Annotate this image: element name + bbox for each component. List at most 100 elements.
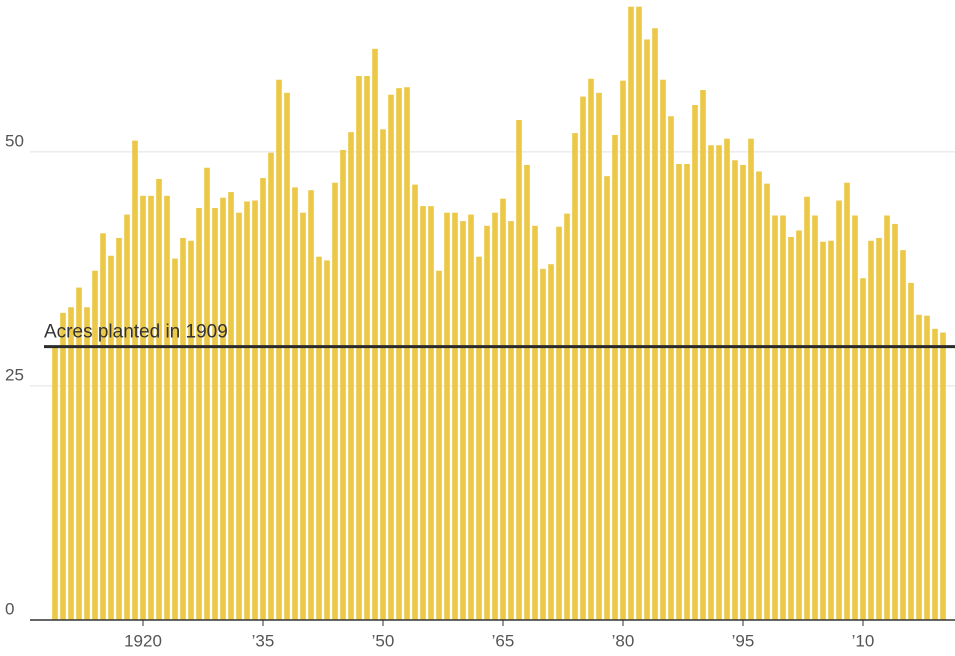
bar xyxy=(556,226,562,620)
bar xyxy=(860,278,866,620)
bar xyxy=(300,212,306,620)
bar xyxy=(180,237,186,621)
bar xyxy=(196,208,202,620)
bar xyxy=(940,332,946,620)
bar xyxy=(436,270,442,620)
bar xyxy=(724,138,730,620)
bar xyxy=(708,145,714,620)
bar xyxy=(60,312,66,620)
bar xyxy=(100,233,106,621)
x-tick-label: ’95 xyxy=(732,631,755,650)
x-tick-label: ’50 xyxy=(372,631,395,650)
bar xyxy=(252,200,258,620)
bar xyxy=(412,184,418,620)
bar xyxy=(548,264,554,620)
x-tick-label: ’80 xyxy=(612,631,635,650)
bar xyxy=(148,195,154,620)
bar xyxy=(876,237,882,621)
bar xyxy=(868,240,874,621)
y-tick-label: 0 xyxy=(5,599,14,618)
bar xyxy=(596,92,602,620)
bar xyxy=(756,171,762,620)
bar xyxy=(404,87,410,620)
bar xyxy=(772,215,778,620)
bar xyxy=(188,240,194,621)
bar xyxy=(620,80,626,621)
bar xyxy=(612,134,618,621)
bar xyxy=(588,78,594,621)
bar xyxy=(764,183,770,620)
bar xyxy=(500,198,506,621)
bar xyxy=(748,138,754,620)
bar xyxy=(692,105,698,620)
bar xyxy=(244,201,250,621)
bar xyxy=(284,92,290,620)
bar xyxy=(652,28,658,620)
bar xyxy=(676,163,682,620)
bar xyxy=(628,6,634,620)
bar xyxy=(228,192,234,620)
bar xyxy=(892,223,898,620)
bar xyxy=(420,206,426,621)
bar xyxy=(76,287,82,620)
bar xyxy=(884,215,890,620)
bar xyxy=(492,212,498,620)
bar xyxy=(452,212,458,620)
bar xyxy=(156,178,162,621)
bar xyxy=(660,79,666,620)
bar xyxy=(468,214,474,620)
bar xyxy=(84,307,90,620)
bar xyxy=(700,90,706,620)
bar xyxy=(324,260,330,620)
bar xyxy=(388,94,394,620)
bar xyxy=(508,221,514,621)
x-tick-label: ’35 xyxy=(252,631,275,650)
bar xyxy=(844,182,850,620)
bar xyxy=(780,215,786,620)
bar xyxy=(292,187,298,620)
bar xyxy=(236,212,242,620)
bar xyxy=(116,237,122,621)
bar xyxy=(108,255,114,620)
bar xyxy=(428,206,434,621)
bar xyxy=(788,237,794,620)
annotation: Acres planted in 1909 xyxy=(44,322,228,343)
bar xyxy=(908,282,914,620)
bar xyxy=(732,160,738,620)
bar xyxy=(604,176,610,620)
bar xyxy=(804,196,810,620)
bar xyxy=(332,182,338,620)
bar xyxy=(716,145,722,620)
bar xyxy=(140,195,146,620)
bar xyxy=(476,256,482,620)
bar xyxy=(172,258,178,620)
bar xyxy=(636,6,642,620)
bar xyxy=(340,149,346,621)
bar xyxy=(372,48,378,621)
bar xyxy=(740,164,746,620)
bar xyxy=(564,213,570,621)
bar xyxy=(308,190,314,620)
bar xyxy=(852,215,858,620)
bar xyxy=(444,212,450,620)
bar xyxy=(316,256,322,620)
bar xyxy=(540,268,546,620)
bar xyxy=(484,225,490,621)
bar xyxy=(52,346,58,620)
bar xyxy=(132,140,138,620)
bar xyxy=(516,119,522,621)
bar xyxy=(164,195,170,620)
bar xyxy=(124,214,130,620)
bar xyxy=(644,39,650,621)
bar xyxy=(580,96,586,620)
bar xyxy=(204,167,210,620)
x-tick-label: 1920 xyxy=(124,631,162,650)
bar xyxy=(220,197,226,620)
bar xyxy=(900,250,906,621)
bar xyxy=(932,328,938,620)
bar xyxy=(820,241,826,620)
bar xyxy=(668,116,674,621)
bar xyxy=(276,79,282,620)
bar xyxy=(68,307,74,620)
